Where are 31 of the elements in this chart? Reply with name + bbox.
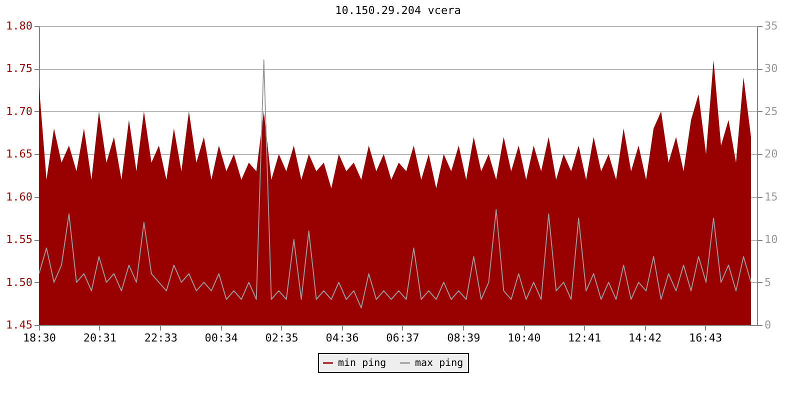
legend-label: min ping xyxy=(338,358,386,369)
x-tick-label: 12:41 xyxy=(568,332,602,344)
y-tick-label: 1.45 xyxy=(6,318,32,332)
y2-tick-label: 35 xyxy=(764,20,778,32)
x-tick-label: 10:40 xyxy=(508,332,541,344)
y2-tick-label: 0 xyxy=(764,318,772,332)
x-tick-label: 08:39 xyxy=(447,332,480,344)
x-tick-label: 14:42 xyxy=(628,332,662,344)
x-tick-label: 06:37 xyxy=(386,332,420,344)
y2-tick-label: 15 xyxy=(764,190,778,204)
x-tick-label: 16:43 xyxy=(688,332,722,344)
x-tick-label: 00:34 xyxy=(204,332,238,344)
y-tick-label: 1.55 xyxy=(6,233,32,246)
y-tick-label: 1.60 xyxy=(6,190,32,204)
y-tick-label: 1.80 xyxy=(6,20,32,32)
legend-label: max ping xyxy=(415,358,464,369)
y2-tick-label: 5 xyxy=(764,276,772,289)
x-tick-label: 20:31 xyxy=(83,332,117,344)
y2-tick-label: 30 xyxy=(764,62,778,76)
x-tick-label: 18:30 xyxy=(22,332,56,344)
y2-tick-label: 25 xyxy=(764,104,778,118)
y-tick-label: 1.50 xyxy=(6,276,32,289)
y2-tick-label: 10 xyxy=(764,233,778,246)
y-tick-label: 1.75 xyxy=(6,62,32,76)
y2-tick-label: 20 xyxy=(764,148,778,161)
y-tick-label: 1.65 xyxy=(6,148,32,161)
y-tick-label: 1.70 xyxy=(6,104,32,118)
x-tick-label: 22:33 xyxy=(144,332,178,344)
chart-title: 10.150.29.204 vcera xyxy=(335,4,461,17)
x-tick-label: 02:35 xyxy=(265,332,298,344)
x-tick-label: 04:36 xyxy=(326,332,359,344)
